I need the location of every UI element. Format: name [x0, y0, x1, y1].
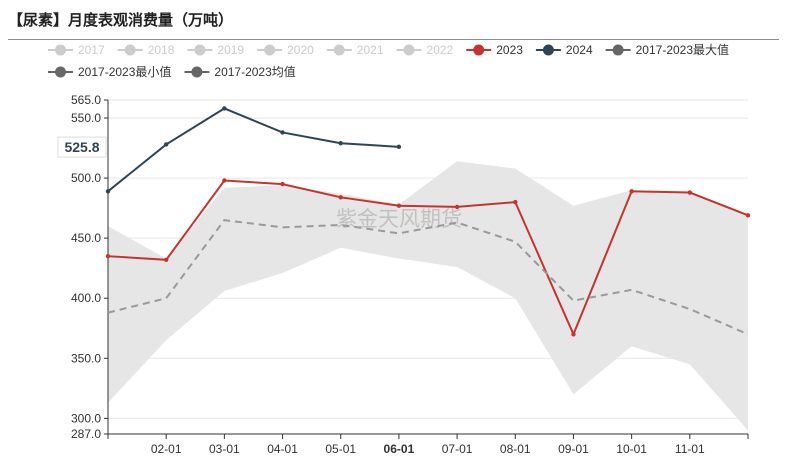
legend-label: 2020 — [287, 43, 314, 57]
legend-item-2017-2023最小值[interactable]: 2017-2023最小值 — [48, 64, 171, 79]
legend-label: 2018 — [148, 43, 175, 57]
x-tick-label: 02-01 — [151, 442, 182, 456]
data-point[interactable] — [105, 253, 111, 259]
axis-pointer: 525.8 — [57, 136, 107, 158]
pointer-label: 525.8 — [64, 139, 99, 155]
legend-item-2020[interactable]: 2020 — [257, 43, 314, 57]
legend-marker — [55, 44, 66, 56]
data-point[interactable] — [280, 181, 285, 187]
data-point[interactable] — [396, 203, 402, 208]
series-line — [107, 219, 749, 336]
x-tick-label: 11-01 — [675, 442, 705, 456]
legend-marker — [473, 44, 485, 56]
legend-marker — [542, 44, 554, 56]
legend-label: 2021 — [357, 43, 384, 57]
data-point[interactable] — [163, 142, 169, 147]
data-point[interactable] — [454, 204, 460, 210]
legend-label: 2017-2023最小值 — [78, 64, 171, 79]
legend-label: 2023 — [496, 43, 523, 57]
y-tick-label: 400.0 — [71, 291, 101, 305]
watermark-group: 紫金天风期货 — [336, 208, 462, 231]
chart-title: 【尿素】月度表观消费量（万吨） — [8, 12, 234, 29]
legend-item-2017-2023最大值[interactable]: 2017-2023最大值 — [605, 42, 729, 57]
data-point[interactable] — [745, 213, 751, 218]
legend-label: 2017 — [78, 43, 105, 57]
data-point[interactable] — [163, 257, 169, 262]
data-point[interactable] — [280, 130, 285, 135]
x-tick-label: 03-01 — [209, 442, 240, 456]
legend-marker — [191, 66, 203, 78]
legend-marker — [333, 44, 345, 56]
min-max-band — [108, 161, 748, 431]
data-point[interactable] — [571, 332, 576, 337]
title-divider — [8, 39, 779, 40]
data-point[interactable] — [338, 195, 343, 200]
series-2017-2023均值 — [107, 219, 749, 336]
x-tick-label: 10-01 — [616, 442, 647, 456]
y-tick-label: 550.0 — [71, 111, 101, 125]
y-tick-label: 565.0 — [71, 93, 101, 107]
data-point[interactable] — [687, 190, 693, 195]
legend-label: 2024 — [566, 43, 593, 57]
legend-label: 2019 — [217, 43, 244, 57]
y-tick-label: 500.0 — [71, 171, 101, 185]
series-2024 — [105, 106, 402, 194]
legend-item-2023[interactable]: 2023 — [466, 43, 523, 57]
legend-marker — [124, 44, 136, 56]
series-lines — [105, 106, 751, 337]
legend-item-2018[interactable]: 2018 — [117, 43, 175, 57]
legend-label: 2017-2023最大值 — [636, 42, 729, 57]
legend-marker — [55, 66, 66, 78]
legend-marker — [403, 44, 415, 56]
legend-item-2019[interactable]: 2019 — [187, 43, 244, 57]
legend-marker — [612, 44, 624, 56]
x-tick-label: 08-01 — [500, 442, 531, 456]
legend-marker — [264, 44, 276, 56]
band-area — [108, 161, 748, 431]
legend-label: 2017-2023均值 — [214, 64, 295, 79]
y-tick-label: 450.0 — [71, 231, 101, 245]
series-2023 — [105, 178, 751, 337]
y-tick-label: 350.0 — [71, 351, 101, 365]
data-point[interactable] — [222, 106, 227, 111]
pointer-label-box — [57, 136, 107, 158]
legend-marker — [194, 44, 206, 56]
legend-item-2024[interactable]: 2024 — [535, 43, 593, 57]
x-tick-label-highlight: 06-01 — [384, 442, 415, 456]
data-point[interactable] — [105, 189, 111, 194]
legend-item-2022[interactable]: 2022 — [396, 43, 454, 57]
data-point[interactable] — [513, 199, 518, 205]
legend-item-2021[interactable]: 2021 — [326, 43, 384, 57]
y-tick-label: 287.0 — [71, 427, 101, 441]
series-line — [107, 179, 749, 337]
x-tick-label: 04-01 — [267, 442, 298, 456]
axes: 287.0 300.0 350.0 400.0 450.0 500.0 550.0 565.0… — [71, 93, 749, 456]
legend-label: 2022 — [427, 43, 454, 57]
data-point[interactable] — [396, 144, 402, 150]
legend: 2017 2018 2019 2020 2021 2022 2023 2024 2017-202… — [48, 42, 729, 79]
data-point[interactable] — [338, 141, 343, 146]
x-tick-label: 05-01 — [325, 442, 356, 456]
watermark: 紫金天风期货 — [336, 208, 462, 231]
legend-item-2017-2023均值[interactable]: 2017-2023均值 — [184, 64, 296, 79]
legend-item-2017[interactable]: 2017 — [48, 43, 105, 57]
data-point[interactable] — [222, 178, 227, 183]
x-tick-label: 09-01 — [558, 442, 589, 456]
series-line — [107, 107, 399, 193]
data-point[interactable] — [629, 189, 634, 194]
x-tick-label: 07-01 — [442, 442, 473, 456]
y-tick-label: 300.0 — [71, 411, 101, 425]
